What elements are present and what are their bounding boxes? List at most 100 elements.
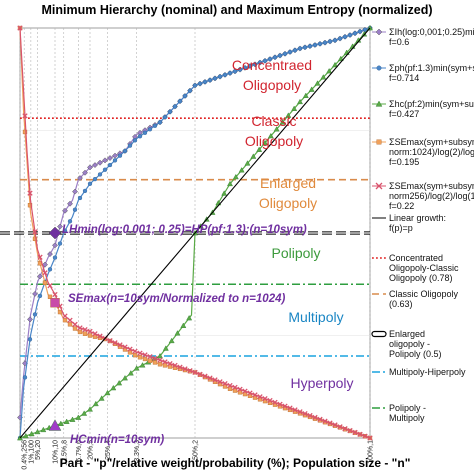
series-3-point-30: [167, 364, 173, 369]
series-3-point-9: [62, 317, 68, 323]
series-1-point-64: [337, 36, 343, 41]
legend-item-5: Linear growth: f(p)=p: [372, 213, 446, 233]
series-0-point-3: [32, 290, 38, 297]
series-4-point-67: [352, 429, 358, 436]
series-4-point-30: [167, 360, 173, 367]
legend-label-9: Multipoly-Hiperpoly: [389, 367, 466, 377]
series-1-point-7: [52, 255, 58, 260]
series-2-point-12: [87, 406, 93, 412]
series-3-point-1: [22, 129, 28, 135]
series-0-point-12: [77, 175, 83, 182]
series-3-point-6: [47, 294, 53, 299]
series-2-point-54: [332, 61, 338, 68]
series-2-point-36: [227, 180, 233, 187]
series-2-point-44: [273, 126, 280, 132]
series-3-point-27: [152, 360, 158, 365]
series-4-point-60: [317, 416, 323, 422]
series-0-point-16: [97, 159, 103, 166]
legend-label-0: ΣIh(log:0,001;0.25)min(sym+subsym)f=0.6: [389, 27, 474, 47]
series-2-point-10: [75, 414, 82, 420]
series-4-point-0: [17, 25, 23, 31]
series-4-point-13: [82, 326, 88, 333]
series-0-point-13: [82, 169, 88, 176]
series-1-point-54: [287, 49, 293, 55]
series-4-point-5: [42, 270, 48, 276]
series-2-point-27: [174, 330, 181, 336]
x-tick-label-1: 0.4%,256: [22, 440, 29, 470]
series-1-point-2: [27, 337, 33, 342]
series-2-point-15: [104, 389, 111, 396]
series-1-point-11: [72, 207, 78, 212]
series-1-point-51: [272, 55, 278, 60]
region-label-3: Polipoly: [271, 245, 320, 261]
series-3-point-10: [67, 322, 73, 327]
legend-item-4: ΣSEmax(sym+subsym)norm256)/log(2)/log(10…: [372, 181, 474, 211]
series-4-point-24: [137, 350, 143, 356]
series-4-point-37: [202, 373, 208, 379]
series-4-point-33: [182, 366, 188, 372]
series-2-point-48: [297, 98, 303, 105]
series-1-point-36: [197, 81, 203, 86]
series-4-point-7: [52, 291, 58, 298]
x-tick-label-9: 33.3%,3: [134, 440, 141, 466]
series-3-point-14: [87, 333, 93, 338]
series-1-point-19: [112, 158, 118, 163]
legend-label-1: Σph(pf:1.3)min(sym+subsym)f=0.714: [389, 63, 474, 83]
legend-item-8: Enlarged oligopoly -Polipoly (0.5): [371, 329, 442, 359]
legend-label-2: Σhc(pf:2)min(sym+subsym)f=0.427: [389, 99, 474, 119]
legend-item-3: ΣSEmax(sym+subsym)norm:1024)/log(2)/log(…: [372, 137, 474, 167]
series-2-point-47: [291, 105, 298, 111]
series-1-point-61: [322, 40, 328, 45]
series-4-point-41: [222, 380, 228, 387]
region-label-4: Multipoly: [288, 309, 343, 325]
x-tick-label-5: 12.5%,8: [61, 440, 68, 466]
series-1-point-23: [132, 138, 138, 143]
region-label-2: Enlarged Oligopoly: [259, 175, 317, 211]
series-1-point-60: [317, 41, 323, 46]
series-1-point-68: [357, 29, 363, 34]
series-1-point-20: [117, 153, 123, 158]
series-4-point-29: [162, 359, 168, 365]
series-4-point-69: [362, 433, 368, 439]
series-1-point-4: [37, 293, 43, 299]
series-1-point-34: [187, 88, 193, 93]
legend-item-1: Σph(pf:1.3)min(sym+subsym)f=0.714: [372, 63, 474, 83]
series-4-point-12: [77, 325, 83, 331]
series-4-point-50: [267, 397, 273, 404]
series-1-point-32: [177, 99, 183, 104]
series-4-point-51: [272, 399, 278, 406]
legend-item-2: Σhc(pf:2)min(sym+subsym)f=0.427: [372, 99, 474, 119]
series-4-point-28: [157, 357, 163, 363]
series-0-point-14: [87, 164, 93, 171]
legend-item-7: Classic Oligopoly (0.63): [372, 289, 459, 309]
series-2-point-7: [57, 420, 64, 426]
series-4-point-44: [237, 386, 243, 392]
series-4-point-3: [32, 229, 38, 235]
series-5: [19, 27, 371, 439]
series-0-point-4: [37, 273, 43, 280]
series-1-point-65: [342, 34, 348, 39]
region-label-0: Concentraed Oligopoly: [232, 57, 312, 93]
series-1-point-66: [347, 32, 353, 38]
series-1-point-52: [277, 53, 283, 58]
series-3-point-12: [77, 329, 83, 335]
series-1-point-47: [252, 62, 258, 67]
legend-swatch-marker-4: [375, 182, 383, 190]
series-0-point-10: [67, 200, 73, 207]
legend-item-10: Polipoly -Multipoly: [372, 403, 426, 423]
series-3-point-5: [42, 280, 48, 285]
legend-label-8: Enlarged oligopoly -Polipoly (0.5): [389, 329, 442, 359]
series-1-point-62: [327, 39, 333, 44]
series-3-point-26: [147, 358, 153, 363]
series-4-point-59: [312, 414, 318, 421]
series-1-point-17: [102, 167, 108, 172]
series-1-point-30: [167, 109, 173, 114]
series-2-point-39: [244, 160, 251, 166]
series-2-point-2: [28, 430, 35, 437]
series-1-point-8: [57, 241, 63, 246]
legend-item-9: Multipoly-Hiperpoly: [372, 367, 466, 377]
series-1-point-1: [22, 375, 28, 380]
series-4-point-63: [332, 422, 338, 428]
series-0-point-8: [57, 223, 63, 230]
